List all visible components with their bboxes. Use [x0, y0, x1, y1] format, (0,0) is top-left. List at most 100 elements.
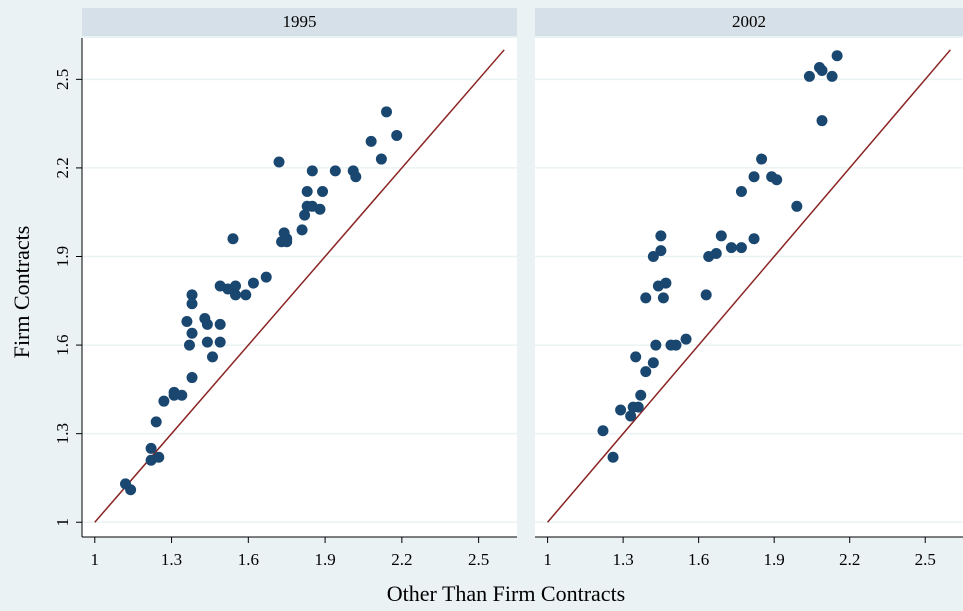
x-tick-label: 1.6	[688, 550, 709, 569]
point	[630, 351, 642, 363]
point	[145, 442, 157, 454]
x-tick-label: 2.5	[915, 550, 936, 569]
point	[735, 242, 747, 254]
point	[640, 366, 652, 378]
x-axis-label: Other Than Firm Contracts	[387, 581, 626, 606]
point	[281, 236, 293, 248]
x-tick-label: 1	[543, 550, 552, 569]
point	[657, 292, 669, 304]
point	[826, 70, 838, 82]
point	[635, 389, 647, 401]
panel-header	[82, 8, 517, 36]
point	[201, 318, 213, 330]
point	[748, 233, 760, 245]
point	[214, 336, 226, 348]
y-tick-label: 2.2	[53, 157, 72, 178]
point	[735, 186, 747, 198]
point	[816, 115, 828, 127]
y-tick-label: 2.5	[53, 69, 72, 90]
point	[680, 333, 692, 345]
point	[183, 339, 195, 351]
x-tick-label: 2.2	[839, 550, 860, 569]
point	[647, 250, 659, 262]
y-axis-label: Firm Contracts	[9, 226, 34, 359]
point	[710, 248, 722, 260]
point	[597, 425, 609, 437]
reference-line	[94, 49, 505, 523]
point	[176, 389, 188, 401]
panel-title: 1995	[283, 12, 317, 31]
point	[615, 404, 627, 416]
point	[350, 171, 362, 183]
x-tick-label: 1.3	[612, 550, 633, 569]
point	[186, 298, 198, 310]
reference-line	[547, 49, 951, 523]
point	[670, 339, 682, 351]
point	[725, 242, 737, 254]
point	[306, 165, 318, 177]
point	[756, 153, 768, 165]
point	[186, 372, 198, 384]
point	[299, 209, 311, 221]
point	[278, 227, 290, 239]
point	[375, 153, 387, 165]
point	[391, 129, 403, 141]
x-tick-label: 1.9	[314, 550, 335, 569]
point	[607, 451, 619, 463]
point	[150, 416, 162, 428]
point	[647, 357, 659, 369]
point	[625, 410, 637, 422]
point	[181, 315, 193, 327]
point	[168, 389, 180, 401]
point	[655, 245, 667, 257]
point	[301, 186, 313, 198]
y-tick-label: 1.6	[53, 334, 72, 355]
point	[748, 171, 760, 183]
point	[186, 327, 198, 339]
point	[214, 318, 226, 330]
point	[240, 289, 252, 301]
point	[715, 230, 727, 242]
point	[230, 280, 242, 292]
point	[700, 289, 712, 301]
x-tick-label: 2.2	[391, 550, 412, 569]
point	[186, 289, 198, 301]
point	[125, 484, 137, 496]
x-tick-label: 1.9	[764, 550, 785, 569]
point	[791, 200, 803, 212]
y-tick-label: 1.3	[53, 423, 72, 444]
point	[227, 233, 239, 245]
point	[273, 156, 285, 168]
point	[153, 451, 165, 463]
point	[632, 401, 644, 413]
point	[247, 277, 259, 289]
point	[655, 230, 667, 242]
point	[314, 203, 326, 215]
point	[771, 174, 783, 186]
point	[260, 271, 272, 283]
y-tick-label: 1	[53, 518, 72, 527]
panel-title: 2002	[732, 12, 766, 31]
point	[381, 106, 392, 118]
point	[640, 292, 652, 304]
point	[650, 339, 662, 351]
point	[329, 165, 341, 177]
point	[207, 351, 218, 363]
point	[201, 336, 213, 348]
point	[803, 70, 815, 82]
panel-header	[535, 8, 963, 36]
y-tick-label: 1.9	[53, 246, 72, 267]
x-tick-label: 1	[91, 550, 100, 569]
point	[158, 395, 170, 407]
point	[230, 289, 242, 301]
point	[365, 135, 377, 147]
point	[296, 224, 308, 236]
point	[816, 64, 828, 76]
point	[831, 50, 843, 62]
x-tick-label: 2.5	[468, 550, 489, 569]
point	[660, 277, 672, 289]
x-tick-label: 1.6	[238, 550, 259, 569]
x-tick-label: 1.3	[161, 550, 182, 569]
